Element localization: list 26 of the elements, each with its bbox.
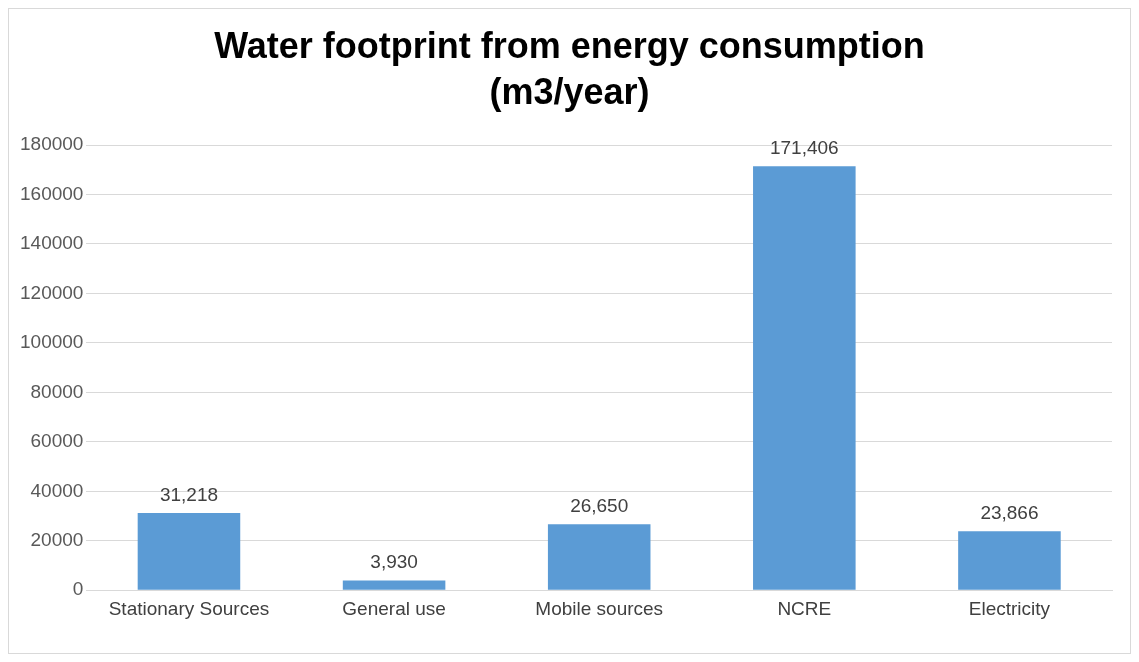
bar xyxy=(547,524,651,590)
y-tick-label: 0 xyxy=(72,578,84,600)
x-tick-label: Electricity xyxy=(968,597,1051,619)
data-label: 23,866 xyxy=(980,501,1039,523)
x-tick-label: General use xyxy=(342,597,446,619)
y-tick-label: 180000 xyxy=(20,133,84,155)
y-tick-label: 100000 xyxy=(20,331,84,353)
data-label: 31,218 xyxy=(159,483,219,505)
y-tick-label: 60000 xyxy=(30,430,84,452)
y-tick-label: 160000 xyxy=(20,182,84,204)
y-tick-label: 20000 xyxy=(30,528,84,550)
x-tick-label: NCRE xyxy=(777,597,832,619)
bar xyxy=(137,512,241,590)
bar xyxy=(753,166,856,590)
bar xyxy=(958,531,1061,590)
data-label: 26,650 xyxy=(570,495,629,517)
y-tick-label: 40000 xyxy=(30,479,84,501)
data-label: 171,406 xyxy=(769,136,839,158)
chart-title: Water footprint from energy consumption (m3/year) xyxy=(213,24,926,114)
x-tick-label: Mobile sources xyxy=(535,597,664,619)
bar xyxy=(342,580,446,590)
data-label: 3,930 xyxy=(370,551,418,573)
y-tick-label: 120000 xyxy=(20,281,84,303)
y-tick-label: 140000 xyxy=(20,232,84,254)
x-tick-label: Stationary Sources xyxy=(108,597,270,619)
y-tick-label: 80000 xyxy=(30,380,84,402)
